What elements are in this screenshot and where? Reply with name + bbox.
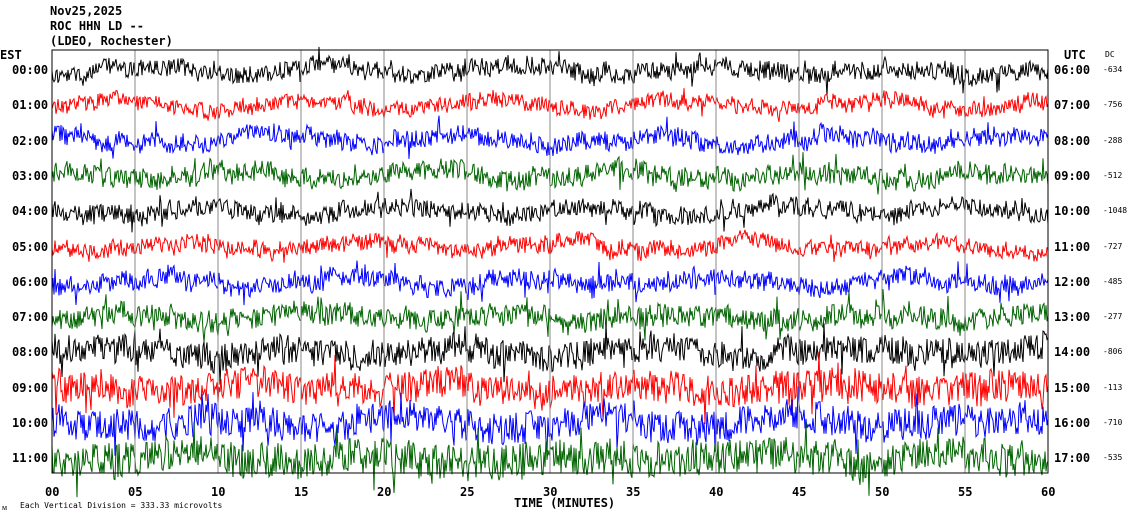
dc-value: -288 (1103, 135, 1123, 145)
utc-row-label: 08:00 (1054, 133, 1091, 148)
dc-value: -485 (1103, 276, 1123, 286)
date-label: Nov25,2025 (50, 4, 123, 18)
est-label: EST (0, 48, 22, 62)
dc-value: -1048 (1103, 206, 1128, 216)
est-row-label: 10:00 (12, 416, 49, 430)
x-tick-label: 30 (543, 485, 558, 499)
est-row-label: 03:00 (12, 168, 49, 183)
est-row-label: 01:00 (12, 98, 49, 113)
utc-row-label: 13:00 (1054, 310, 1091, 325)
x-tick-label: 45 (792, 485, 807, 499)
x-tick-label: 15 (294, 485, 309, 499)
utc-row-label: 09:00 (1054, 168, 1091, 183)
x-tick-label: 00 (45, 485, 60, 499)
scale-icon: ᴍ (2, 503, 8, 512)
est-row-label: 09:00 (12, 380, 49, 395)
x-tick-label: 40 (709, 485, 724, 499)
dc-value: -113 (1103, 382, 1123, 392)
utc-label: UTC (1064, 48, 1086, 62)
network-label: (LDEO, Rochester) (50, 34, 173, 48)
dc-value: -806 (1103, 347, 1123, 357)
utc-row-label: 15:00 (1054, 380, 1091, 395)
x-tick-label: 50 (875, 485, 890, 499)
station-label: ROC HHN LD -- (50, 19, 144, 33)
utc-row-label: 17:00 (1054, 451, 1091, 466)
utc-row-label: 11:00 (1054, 239, 1091, 254)
x-axis-label: TIME (MINUTES) (514, 496, 616, 510)
utc-row-label: 07:00 (1054, 98, 1091, 113)
dc-value: -756 (1103, 100, 1123, 110)
scale-note: Each Vertical Division = 333.33 microvol… (20, 501, 223, 510)
est-row-label: 06:00 (12, 274, 49, 289)
x-tick-label: 35 (626, 485, 641, 499)
dc-value: -727 (1103, 241, 1123, 251)
x-tick-label: 55 (958, 485, 973, 499)
x-tick-label: 60 (1041, 485, 1056, 499)
utc-row-label: 12:00 (1054, 274, 1091, 289)
x-tick-label: 20 (377, 485, 392, 499)
est-row-label: 00:00 (12, 63, 49, 77)
est-row-label: 08:00 (12, 345, 49, 360)
dc-value: -512 (1103, 170, 1123, 180)
est-row-label: 05:00 (12, 239, 49, 254)
x-tick-label: 10 (211, 485, 226, 499)
x-tick-label: 25 (460, 485, 475, 499)
est-row-label: 02:00 (12, 133, 49, 148)
utc-row-label: 14:00 (1054, 345, 1091, 360)
plot-frame (51, 49, 1049, 474)
est-row-label: 04:00 (12, 204, 49, 219)
dc-value: -277 (1103, 312, 1123, 322)
dc-value: -535 (1103, 453, 1123, 463)
est-row-label: 11:00 (12, 451, 49, 466)
est-row-label: 07:00 (12, 310, 49, 325)
utc-row-label: 06:00 (1054, 63, 1091, 77)
dc-label: DC (1105, 50, 1115, 59)
utc-row-label: 10:00 (1054, 204, 1091, 219)
x-tick-label: 05 (128, 485, 143, 499)
dc-value: -710 (1103, 418, 1123, 427)
dc-value: -634 (1103, 65, 1123, 74)
utc-row-label: 16:00 (1054, 416, 1091, 430)
